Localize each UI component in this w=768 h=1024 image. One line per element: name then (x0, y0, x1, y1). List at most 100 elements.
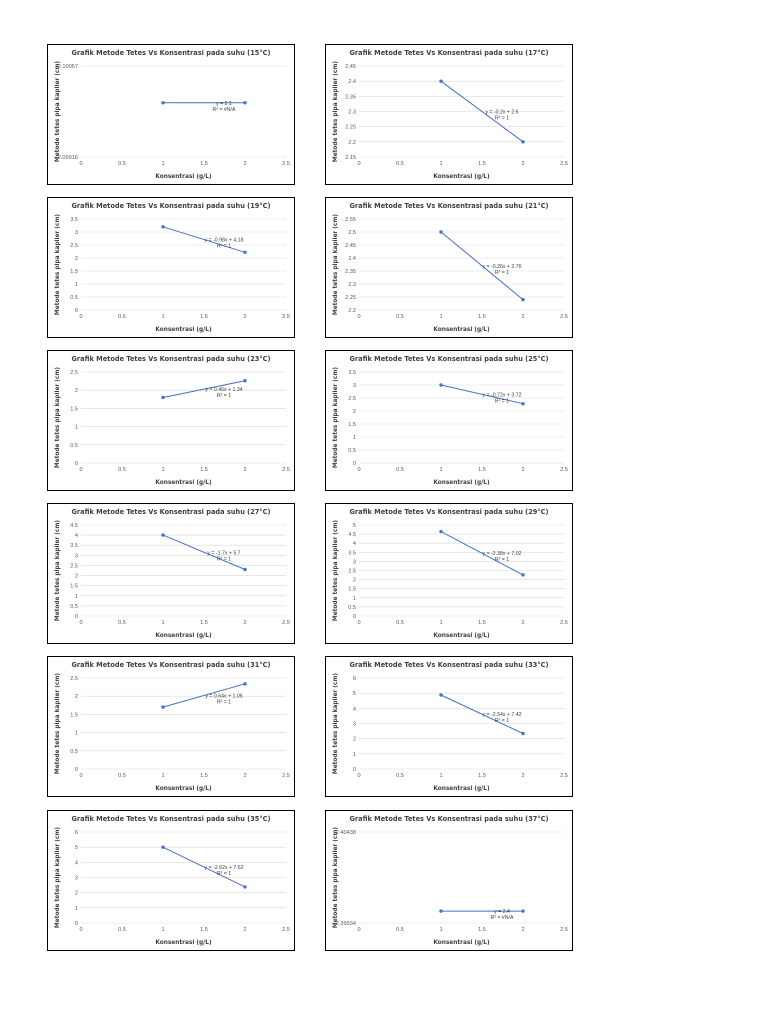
y-axis-label: Metode tetes pipa kapiler (cm) (333, 827, 339, 928)
chart-panel: Grafik Metode Tetes Vs Konsentrasi pada … (47, 656, 295, 797)
chart-svg: Grafik Metode Tetes Vs Konsentrasi pada … (55, 815, 290, 946)
y-axis-label: Metode tetes pipa kapiler (cm) (55, 673, 61, 774)
x-tick-label: 1.5 (478, 467, 486, 473)
y-tick-label: 3.5 (348, 550, 356, 556)
y-tick-label: 0.5 (348, 448, 356, 454)
y-tick-label: 0 (75, 308, 78, 314)
y-tick-label: 2 (75, 694, 78, 700)
x-axis-label: Konsentrasi (g/L) (433, 786, 490, 792)
y-axis-label: Metode tetes pipa kapiler (cm) (333, 520, 339, 621)
series-line (162, 846, 246, 888)
x-axis-label: Konsentrasi (g/L) (155, 327, 212, 333)
y-axis-label: Metode tetes pipa kapiler (cm) (55, 520, 61, 621)
x-tick-label: 2 (243, 314, 246, 320)
x-tick-label: 0.5 (118, 467, 126, 473)
y-tick-label: 0.5 (70, 749, 78, 755)
chart-svg: Grafik Metode Tetes Vs Konsentrasi pada … (333, 508, 568, 639)
chart-svg: Grafik Metode Tetes Vs Konsentrasi pada … (55, 661, 290, 792)
trendline-r2: R² = 1 (495, 718, 509, 724)
y-tick-label: 0 (75, 614, 78, 620)
y-tick-label: 6 (75, 830, 78, 836)
y-axis-label: Metode tetes pipa kapiler (cm) (55, 367, 61, 468)
data-point (161, 395, 165, 400)
x-axis-label: Konsentrasi (g/L) (155, 633, 212, 639)
y-tick-label: 4.5 (70, 523, 78, 529)
x-axis-label: Konsentrasi (g/L) (155, 940, 212, 946)
y-tick-label: 2.39934 (336, 921, 356, 927)
trendline-equation: y = -2.38x + 7.02 (483, 551, 522, 557)
series-line (440, 231, 524, 300)
data-point (243, 379, 247, 383)
chart-svg: Grafik Metode Tetes Vs Konsentrasi pada … (55, 202, 290, 333)
y-axis-label: Metode tetes pipa kapiler (cm) (333, 214, 339, 315)
data-point (439, 529, 443, 534)
y-tick-label: 1 (75, 906, 78, 912)
x-tick-label: 2.5 (560, 161, 568, 167)
series-line (162, 534, 246, 570)
x-tick-label: 2 (243, 773, 246, 779)
y-tick-label: 4.5 (348, 532, 356, 538)
data-point (243, 682, 247, 686)
x-tick-label: 0.5 (396, 467, 404, 473)
trendline-equation: y = -0.2x + 2.6 (485, 110, 518, 116)
data-point (521, 573, 525, 577)
y-tick-label: 2 (353, 409, 356, 415)
y-tick-label: 0 (75, 921, 78, 927)
x-tick-label: 0 (357, 620, 360, 626)
y-tick-label: 3.5 (70, 543, 78, 549)
x-tick-label: 0 (357, 314, 360, 320)
x-tick-label: 0.5 (118, 927, 126, 933)
chart-svg: Grafik Metode Tetes Vs Konsentrasi pada … (333, 49, 568, 180)
x-tick-label: 1.5 (478, 927, 486, 933)
chart-svg: Grafik Metode Tetes Vs Konsentrasi pada … (55, 355, 290, 486)
y-tick-label: 0 (353, 461, 356, 467)
chart-title: Grafik Metode Tetes Vs Konsentrasi pada … (349, 815, 548, 823)
y-tick-label: 1 (353, 752, 356, 758)
y-axis-label: Metode tetes pipa kapiler (cm) (333, 673, 339, 774)
y-tick-label: 2.35 (345, 94, 356, 100)
chart-panel: Grafik Metode Tetes Vs Konsentrasi pada … (47, 810, 295, 951)
data-point (521, 297, 525, 302)
x-tick-label: 1 (439, 773, 442, 779)
trendline-r2: R² = 1 (217, 871, 231, 877)
trendline-r2: R² = 1 (495, 557, 509, 563)
x-tick-label: 1.5 (200, 467, 208, 473)
x-tick-label: 2.5 (282, 620, 290, 626)
x-tick-label: 2.5 (282, 773, 290, 779)
trendline-r2: R² = 1 (217, 393, 231, 399)
data-point (243, 885, 247, 889)
chart-title: Grafik Metode Tetes Vs Konsentrasi pada … (71, 49, 270, 57)
x-tick-label: 2 (243, 620, 246, 626)
y-tick-label: 4 (75, 860, 78, 866)
y-tick-label: 4 (353, 541, 356, 547)
x-tick-label: 0.5 (396, 161, 404, 167)
y-tick-label: 4 (353, 706, 356, 712)
y-tick-label: 3.5 (348, 370, 356, 376)
chart-panel: Grafik Metode Tetes Vs Konsentrasi pada … (47, 197, 295, 338)
x-tick-label: 2.5 (560, 620, 568, 626)
x-tick-label: 2 (521, 620, 524, 626)
x-tick-label: 2.5 (282, 161, 290, 167)
x-tick-label: 0.5 (396, 927, 404, 933)
trendline-equation: y = -0.72x + 3.72 (483, 392, 522, 398)
x-tick-label: 2.5 (282, 314, 290, 320)
chart-svg: Grafik Metode Tetes Vs Konsentrasi pada … (55, 508, 290, 639)
data-point (243, 567, 247, 572)
x-tick-label: 0.5 (396, 620, 404, 626)
x-tick-label: 0 (79, 314, 82, 320)
y-tick-label: 2.5 (348, 230, 356, 236)
y-tick-label: 2 (353, 737, 356, 743)
x-tick-label: 2.5 (282, 467, 290, 473)
x-tick-label: 1 (439, 620, 442, 626)
y-tick-label: 4 (75, 533, 78, 539)
y-tick-label: 2 (75, 574, 78, 580)
x-tick-label: 0 (357, 927, 360, 933)
series-line (162, 380, 246, 398)
y-tick-label: 1.5 (70, 269, 78, 275)
y-axis-label: Metode tetes pipa kapiler (cm) (333, 367, 339, 468)
y-tick-label: 2.4 (348, 256, 356, 262)
chart-panel: Grafik Metode Tetes Vs Konsentrasi pada … (325, 810, 573, 951)
y-tick-label: 2.45 (345, 243, 356, 249)
x-tick-label: 1 (161, 467, 164, 473)
x-tick-label: 1 (161, 314, 164, 320)
